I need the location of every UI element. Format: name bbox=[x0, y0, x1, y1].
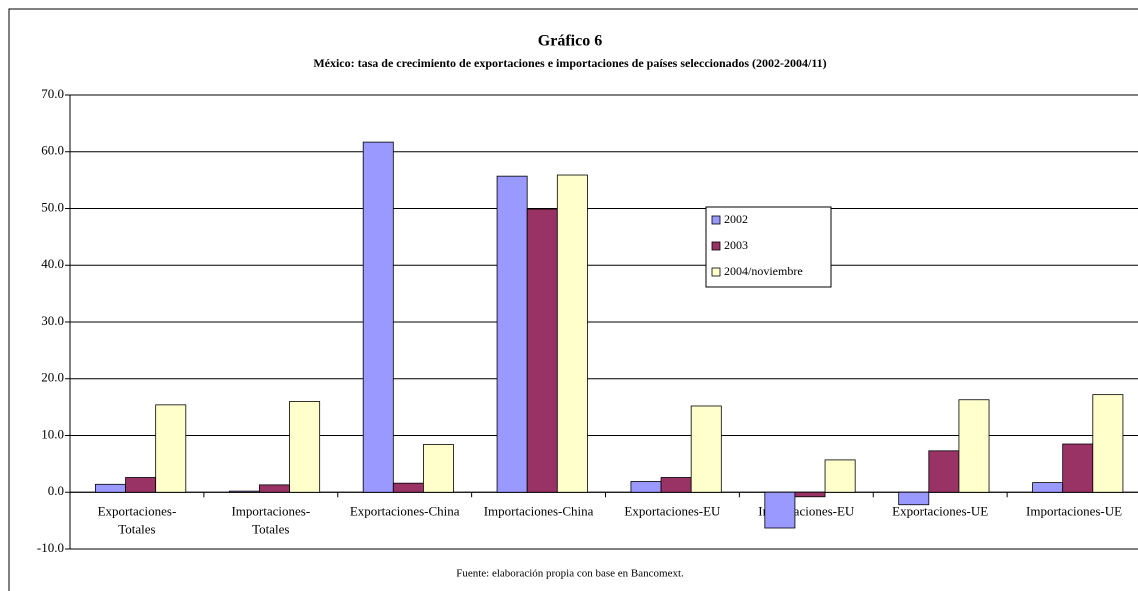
legend-swatch bbox=[711, 241, 721, 251]
bar bbox=[794, 491, 826, 498]
bar bbox=[155, 404, 187, 493]
x-tick-label-line: Exportaciones-China bbox=[350, 503, 460, 518]
source-note: Fuente: elaboración propia con base en B… bbox=[456, 568, 684, 580]
y-tick-label: 10.0 bbox=[41, 426, 64, 441]
y-tick-label: 40.0 bbox=[41, 256, 64, 271]
legend-label: 2003 bbox=[724, 238, 748, 252]
x-tick-label-line: Exportaciones- bbox=[98, 503, 177, 518]
bar bbox=[423, 444, 454, 493]
bar bbox=[928, 450, 960, 493]
legend-swatch bbox=[711, 267, 721, 277]
bar bbox=[392, 482, 424, 493]
x-tick-label: Exportaciones-EU bbox=[624, 503, 721, 518]
x-tick-label-line: Importaciones-China bbox=[484, 503, 594, 518]
bar bbox=[824, 459, 856, 493]
bar bbox=[898, 491, 930, 506]
x-tick-label-line: Totales bbox=[118, 521, 155, 536]
bar bbox=[958, 399, 990, 493]
chart-subtitle: México: tasa de crecimiento de exportaci… bbox=[313, 56, 826, 70]
bar bbox=[289, 401, 321, 493]
bar bbox=[556, 174, 588, 493]
legend-label: 2004/noviembre bbox=[724, 264, 803, 278]
y-tick-label: 30.0 bbox=[41, 313, 64, 328]
x-tick-label: Importaciones-China bbox=[484, 503, 594, 518]
x-tick-label: Exportaciones-China bbox=[350, 503, 460, 518]
bar bbox=[228, 490, 260, 493]
legend-swatch bbox=[711, 215, 721, 225]
bar bbox=[1062, 443, 1094, 493]
bar bbox=[362, 141, 394, 493]
x-tick-label: Importaciones-UE bbox=[1026, 503, 1122, 518]
legend-box bbox=[705, 206, 832, 288]
chart-title: Gráfico 6 bbox=[538, 33, 602, 50]
bar bbox=[1092, 394, 1124, 493]
y-tick-label: 60.0 bbox=[41, 143, 64, 158]
x-tick-label: Importaciones- Totales bbox=[231, 503, 310, 536]
x-tick-label: Exportaciones-UE bbox=[892, 503, 988, 518]
x-tick-label-line: Importaciones- bbox=[231, 503, 310, 518]
x-tick-label-line: Exportaciones-EU bbox=[624, 503, 721, 518]
bar bbox=[95, 483, 126, 493]
bar bbox=[259, 484, 290, 493]
bar bbox=[125, 477, 157, 493]
bar bbox=[690, 405, 722, 493]
y-tick-label: 70.0 bbox=[41, 86, 64, 101]
bar bbox=[496, 175, 528, 493]
bar bbox=[1032, 482, 1064, 493]
x-tick-label: Exportaciones- Totales bbox=[98, 503, 177, 536]
y-tick-label: 20.0 bbox=[41, 370, 64, 385]
x-tick-label-line: Exportaciones-UE bbox=[892, 503, 988, 518]
bar bbox=[630, 481, 662, 493]
bar bbox=[526, 208, 558, 493]
x-tick-label-line: Totales bbox=[252, 521, 289, 536]
y-tick-label: 0.0 bbox=[48, 483, 64, 498]
bar bbox=[764, 491, 796, 529]
bar bbox=[660, 477, 692, 493]
y-tick-label: 50.0 bbox=[41, 199, 64, 214]
x-tick-label-line: Importaciones-UE bbox=[1026, 503, 1122, 518]
y-tick-label: -10.0 bbox=[37, 540, 64, 555]
legend-label: 2002 bbox=[724, 212, 748, 226]
